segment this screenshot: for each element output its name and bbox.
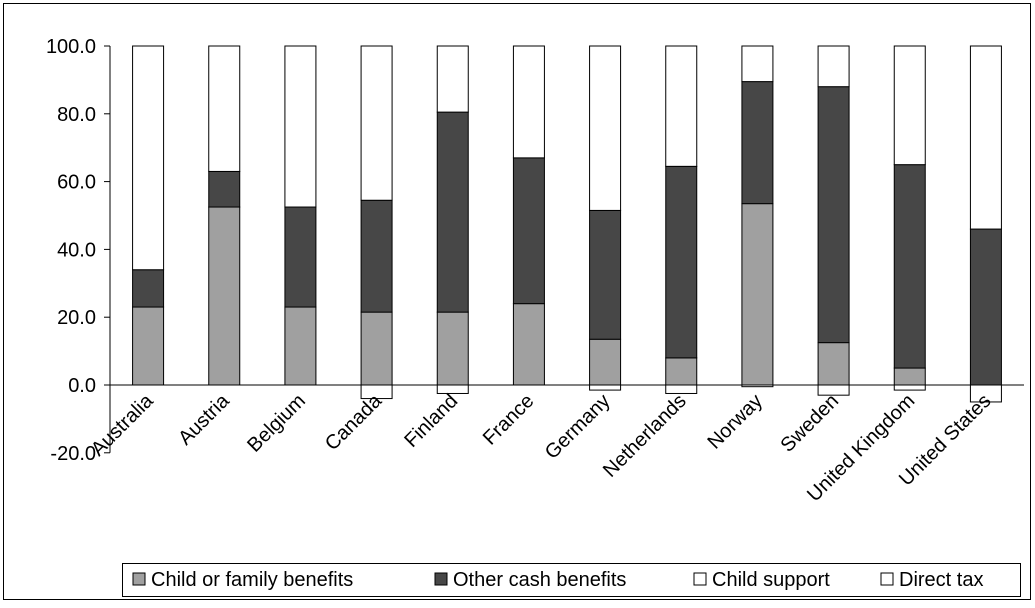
bar-child-or-family-benefits xyxy=(132,306,165,386)
bar-direct-tax xyxy=(893,384,926,391)
legend-label-direct-tax: Direct tax xyxy=(899,569,983,591)
y-axis-tick-labels: 100.0 80.0 60.0 40.0 20.0 0.0 -20.0 xyxy=(46,36,96,465)
bar-other-cash-benefits xyxy=(969,228,1002,386)
bar-other-cash-benefits xyxy=(132,269,165,308)
bar-other-cash-benefits xyxy=(589,209,622,340)
bar-direct-tax xyxy=(589,384,622,391)
bar-child-or-family-benefits xyxy=(360,311,393,386)
bar-child-support xyxy=(589,45,622,211)
bar-child-or-family-benefits xyxy=(512,303,545,386)
bar-child-support xyxy=(132,45,165,271)
y-tick-label: 40.0 xyxy=(57,239,96,261)
y-axis-ticks xyxy=(104,45,110,454)
y-tick-label: -20.0 xyxy=(50,443,96,465)
bar-child-support xyxy=(817,45,850,88)
bar-other-cash-benefits xyxy=(208,170,241,208)
bar-child-support xyxy=(893,45,926,166)
bar-direct-tax xyxy=(665,384,698,394)
legend-swatch-other-cash-benefits xyxy=(434,572,448,586)
legend: Child or family benefits Other cash benef… xyxy=(122,563,1021,597)
bar-child-or-family-benefits xyxy=(817,342,850,386)
bar-child-or-family-benefits xyxy=(436,311,469,386)
bar-child-or-family-benefits xyxy=(741,203,774,386)
legend-label-other-cash-benefits: Other cash benefits xyxy=(453,569,626,591)
bar-child-or-family-benefits xyxy=(208,206,241,386)
bar-other-cash-benefits xyxy=(665,165,698,359)
bar-other-cash-benefits xyxy=(360,199,393,313)
y-tick-label: 20.0 xyxy=(57,307,96,329)
bar-other-cash-benefits xyxy=(741,81,774,205)
bar-child-support xyxy=(512,45,545,159)
bar-direct-tax xyxy=(436,384,469,394)
bar-child-support xyxy=(360,45,393,201)
bar-child-support xyxy=(436,45,469,113)
bar-other-cash-benefits xyxy=(284,206,317,308)
y-tick-label: 0.0 xyxy=(68,375,96,397)
legend-label-child-support: Child support xyxy=(712,569,830,591)
bar-child-or-family-benefits xyxy=(665,357,698,386)
y-tick-label: 100.0 xyxy=(46,36,96,58)
bar-child-or-family-benefits xyxy=(893,367,926,386)
bar-other-cash-benefits xyxy=(512,157,545,305)
bar-child-support xyxy=(741,45,774,83)
legend-box xyxy=(122,563,1021,597)
bar-child-support xyxy=(969,45,1002,230)
legend-swatch-child-support xyxy=(693,572,707,586)
bar-child-support xyxy=(284,45,317,208)
bar-other-cash-benefits xyxy=(893,164,926,369)
legend-items: Child or family benefits Other cash benef… xyxy=(132,569,983,591)
legend-label-child-or-family-benefits: Child or family benefits xyxy=(151,569,353,591)
y-tick-label: 80.0 xyxy=(57,104,96,126)
y-tick-label: 60.0 xyxy=(57,172,96,194)
bar-child-support xyxy=(208,45,241,172)
bars xyxy=(132,45,1002,403)
bar-other-cash-benefits xyxy=(817,86,850,344)
bar-child-or-family-benefits xyxy=(589,338,622,386)
bar-child-or-family-benefits xyxy=(284,306,317,386)
legend-swatch-direct-tax xyxy=(880,572,894,586)
bar-other-cash-benefits xyxy=(436,111,469,313)
legend-swatch-child-or-family-benefits xyxy=(132,572,146,586)
bar-child-support xyxy=(665,45,698,167)
